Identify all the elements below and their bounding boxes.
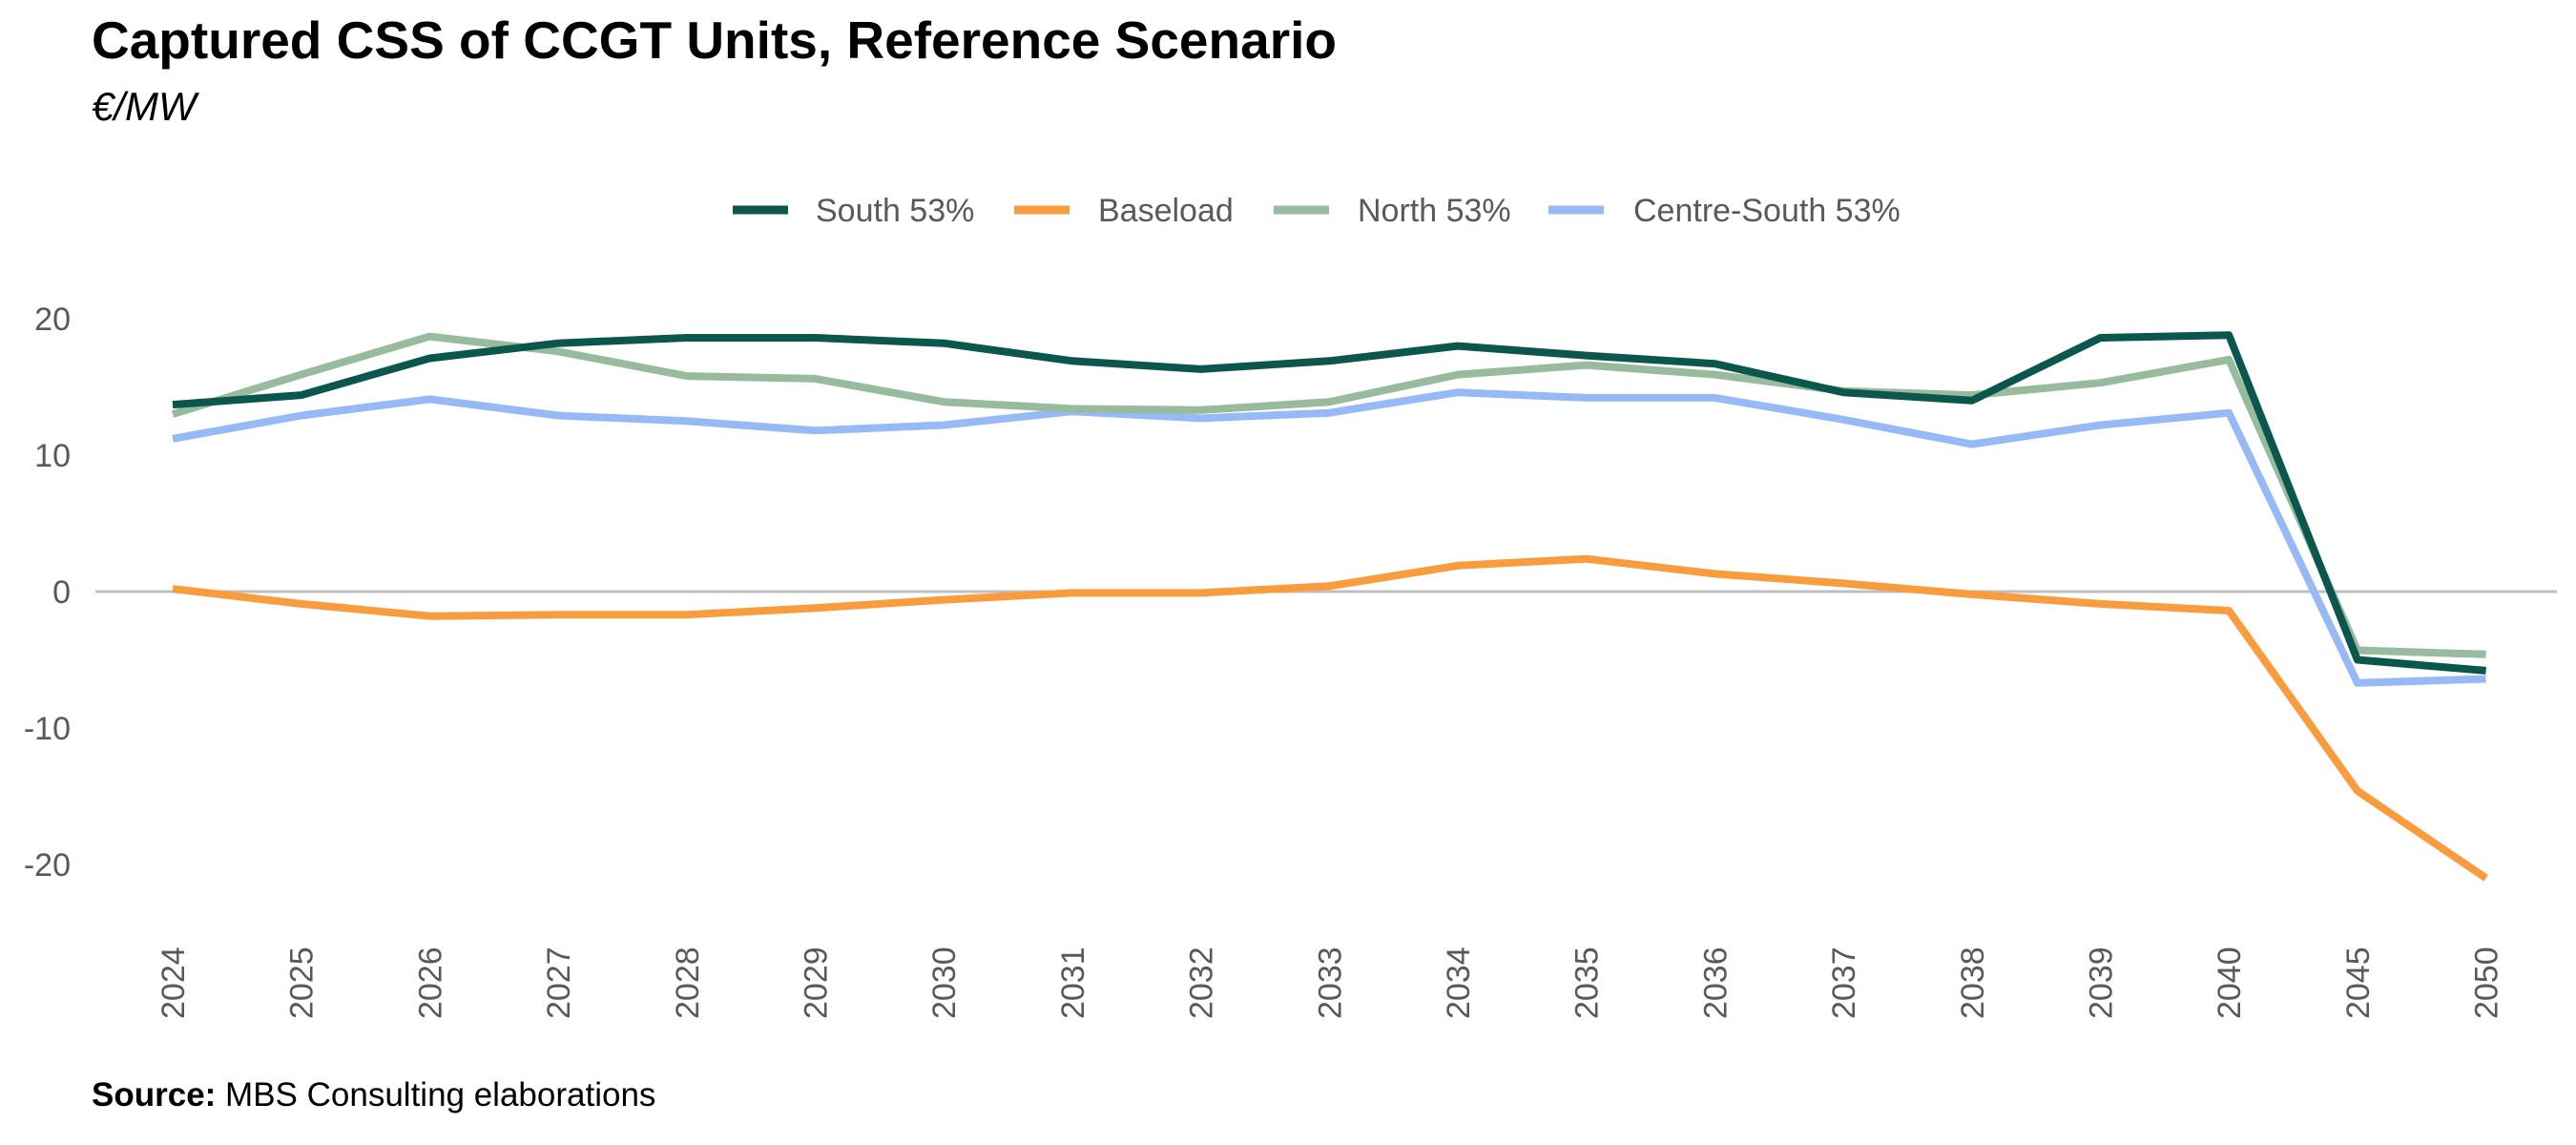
- source-label: Source:: [92, 1076, 217, 1114]
- x-tick-label: 2035: [1569, 947, 1606, 1019]
- y-tick-label: -10: [24, 711, 71, 747]
- series-lines: [171, 331, 2488, 882]
- legend-item-baseload: Baseload: [1014, 193, 1234, 229]
- x-tick-label: 2029: [799, 947, 835, 1019]
- legend-label: Centre-South 53%: [1633, 193, 1901, 229]
- x-tick-label: 2025: [284, 947, 321, 1019]
- y-tick-label: 10: [34, 438, 71, 474]
- series-line-baseload: [172, 554, 2488, 882]
- x-tick-label: 2045: [2340, 947, 2377, 1019]
- series-line-centre-south-53: [172, 388, 2486, 687]
- y-tick-label: 0: [52, 574, 71, 611]
- x-tick-label: 2033: [1312, 947, 1348, 1019]
- x-tick-label: 2040: [2212, 947, 2248, 1019]
- x-tick-label: 2026: [412, 947, 448, 1019]
- x-tick-label: 2024: [156, 947, 192, 1019]
- series-line-south-53: [172, 331, 2486, 675]
- x-tick-label: 2030: [926, 947, 963, 1019]
- x-tick-label: 2034: [1441, 947, 1477, 1019]
- x-tick-label: 2036: [1697, 947, 1734, 1019]
- x-tick-label: 2031: [1055, 947, 1091, 1019]
- series-line-north-53: [171, 332, 2486, 658]
- legend-item-centre-south-53: Centre-South 53%: [1548, 193, 1901, 229]
- x-tick-label: 2037: [1826, 947, 1862, 1019]
- legend-label: Baseload: [1098, 193, 1234, 229]
- x-tick-label: 2027: [541, 947, 577, 1019]
- y-tick-label: -20: [24, 847, 71, 884]
- y-tick-label: 20: [34, 302, 71, 338]
- source-note: Source: MBS Consulting elaborations: [92, 1076, 655, 1114]
- legend-label: South 53%: [816, 193, 974, 229]
- x-tick-label: 2028: [670, 947, 706, 1019]
- legend-item-south-53: South 53%: [733, 193, 974, 229]
- x-tick-label: 2050: [2469, 947, 2505, 1019]
- legend-item-north-53: North 53%: [1274, 193, 1511, 229]
- chart-legend: South 53% Baseload North 53% Centre-South 5…: [733, 193, 1901, 229]
- y-axis: -20 -10 0 10 20: [24, 302, 71, 884]
- x-axis: 2024 2025 2026 2027 2028 2029 2030 2031 2032 2033…: [156, 947, 2505, 1019]
- x-tick-label: 2038: [1955, 947, 1991, 1019]
- chart-title: Captured CSS of CCGT Units, Reference Sc…: [92, 10, 1337, 70]
- x-tick-label: 2039: [2084, 947, 2120, 1019]
- chart-subtitle: €/MW: [92, 84, 197, 129]
- source-text: MBS Consulting elaborations: [225, 1076, 656, 1114]
- legend-label: North 53%: [1358, 193, 1511, 229]
- x-tick-label: 2032: [1184, 947, 1220, 1019]
